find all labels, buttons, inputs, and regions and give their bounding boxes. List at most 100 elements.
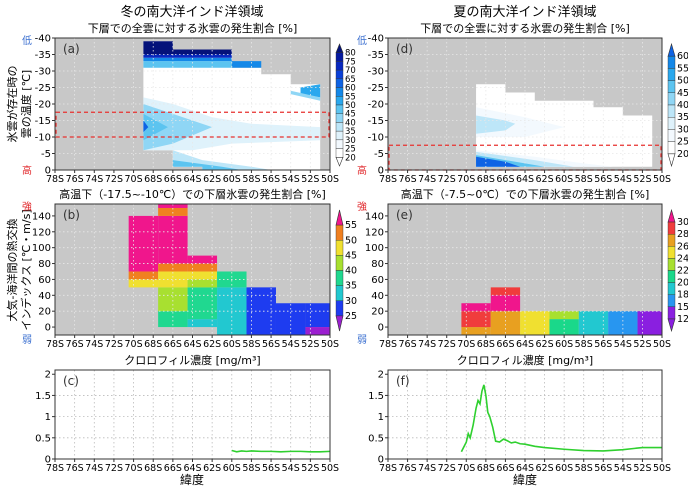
x-tick-label: 72S [438, 463, 456, 474]
contour-region [143, 57, 262, 68]
colorbar-segment [335, 130, 344, 141]
contour-region [143, 120, 149, 133]
y-tick-label: -15 [368, 116, 384, 127]
x-tick-label: 74S [418, 463, 436, 474]
panel-b: 高温下（-17.5~-10℃）での下層氷雲の発生割合 [%] 140 120 100 8… [32, 187, 357, 350]
x-tick-label: 60S [555, 174, 573, 185]
colorbar-tick-label: 80 [345, 49, 356, 59]
colorbar-segment [335, 52, 344, 62]
colorbar-segment [335, 240, 344, 256]
colorbar-tick-label: 75 [345, 57, 356, 67]
y-tick-label: 60 [38, 275, 51, 286]
colorbar-segment [667, 306, 676, 320]
x-tick-label: 78S [46, 463, 64, 474]
y-tick-label: 80 [371, 259, 384, 270]
colorbar-arrow-bottom [335, 315, 344, 332]
panel-title: 高温下（-7.5~0℃）での下層氷雲の発生割合 [%] [401, 187, 650, 201]
x-tick-label: 70S [125, 463, 143, 474]
colorbar-arrow-bottom [335, 156, 344, 167]
panel-label: (c) [63, 374, 79, 388]
x-tick-label: 60S [223, 339, 241, 350]
colorbar-arrow-bottom [667, 153, 676, 168]
x-tick-label: 54S [614, 339, 632, 350]
x-tick-label: 68S [477, 174, 495, 185]
x-tick-label: 60S [223, 174, 241, 185]
colorbar-segment [335, 148, 344, 158]
x-tick-label: 50S [321, 339, 339, 350]
contour-region [172, 160, 242, 170]
y-tick-label: 0 [378, 455, 384, 466]
x-tick-label: 78S [46, 174, 64, 185]
colorbar-arrow-bottom [667, 318, 676, 333]
y-tick-label: 80 [38, 259, 51, 270]
colorbar-segment [667, 116, 676, 130]
x-tick-label: 62S [203, 174, 221, 185]
strong-marker-left: 強 [22, 200, 32, 213]
x-tick-label: 54S [282, 339, 300, 350]
contour-region [476, 156, 521, 167]
x-tick-label: 54S [614, 174, 632, 185]
x-tick-label: 68S [477, 463, 495, 474]
colorbar-segment [667, 129, 676, 142]
y-tick-label: -30 [35, 67, 51, 78]
y-tick-label: -20 [368, 100, 384, 111]
x-tick-label: 70S [457, 174, 475, 185]
colorbar-tick-label: 40 [345, 118, 356, 128]
heatmap-cell [187, 287, 218, 320]
heatmap-cell [158, 204, 188, 208]
x-tick-label: 56S [594, 463, 612, 474]
x-tick-label: 56S [262, 339, 280, 350]
colorbar-tick-label: 50 [345, 101, 356, 111]
colorbar-segment [667, 246, 676, 259]
colorbar-tick-label: 45 [345, 110, 356, 120]
contour-region [143, 54, 232, 58]
panel-title: 下層での全雲に対する氷雲の発生割合 [%] [420, 21, 630, 35]
heatmap-cell [128, 279, 159, 288]
colorbar-segment [667, 104, 676, 118]
colorbar-tick-label: 55 [677, 63, 688, 74]
x-tick-label: 68S [144, 174, 162, 185]
heatmap-cell [490, 311, 521, 335]
x-tick-label: 66S [164, 174, 182, 185]
y-tick-label: 1.5 [368, 391, 384, 402]
x-tick-label: 64S [183, 174, 201, 185]
ylabel-flux-2: インデックス [℃・m/s] [19, 209, 33, 330]
x-tick-label: 66S [496, 174, 514, 185]
colorbar-tick-label: 18 [677, 290, 688, 301]
y-tick-label: 100 [365, 243, 384, 254]
x-tick-label: 70S [125, 174, 143, 185]
chlorophyll-line [231, 449, 330, 453]
heatmap-cell [305, 303, 330, 328]
heatmap-cell [187, 319, 218, 328]
heatmap-cell [637, 311, 662, 335]
x-tick-label: 76S [399, 174, 417, 185]
y-tick-label: -10 [35, 133, 51, 144]
y-tick-label: -40 [368, 34, 384, 45]
x-tick-label: 64S [516, 174, 534, 185]
colorbar-tick-label: 30 [677, 124, 688, 135]
x-tick-label: 52S [633, 463, 651, 474]
panel-title: 高温下（-17.5~-10℃）での下層氷雲の発生割合 [%] [59, 187, 326, 201]
colorbar-segment [667, 233, 676, 247]
colorbar-tick-label: 22 [677, 266, 688, 277]
colorbar-segment [335, 113, 344, 123]
heatmap-cell [158, 271, 188, 288]
colorbar-tick-label: 28 [677, 229, 688, 240]
y-tick-label: -35 [368, 50, 384, 61]
heatmap-cell [187, 255, 218, 264]
heatmap-cell [187, 279, 218, 288]
colorbar-tick-label: 55 [345, 92, 356, 102]
x-tick-label: 72S [105, 339, 123, 350]
x-tick-label: 56S [262, 174, 280, 185]
highlight-box [55, 111, 330, 138]
y-tick-label: 1.5 [35, 391, 51, 402]
y-tick-label: 0 [45, 323, 51, 334]
x-tick-label: 52S [301, 463, 319, 474]
colorbar-segment [335, 270, 344, 286]
y-tick-label: 0 [378, 323, 384, 334]
y-tick-label: 120 [32, 227, 51, 238]
colorbar: 55 50 45 40 35 30 25 [335, 209, 357, 332]
